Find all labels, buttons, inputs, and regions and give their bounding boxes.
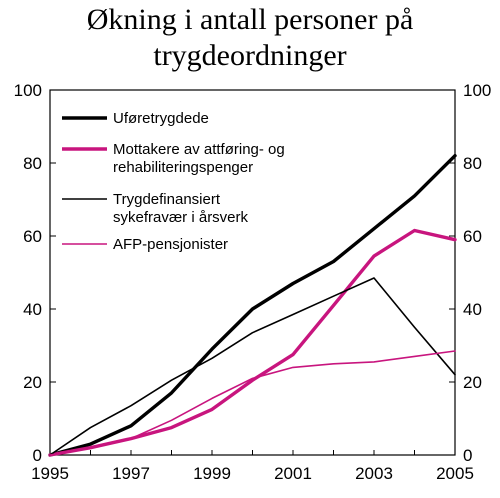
series-line-3 [49, 277, 456, 456]
chart-title: Økning i antall personer på trygdeordnin… [0, 2, 500, 74]
legend-label-1: Uføretrygdede [113, 110, 209, 127]
series-line-2 [48, 228, 457, 457]
legend-label-2: rehabiliteringspenger [113, 159, 253, 176]
y-tick-label-left: 80 [23, 154, 42, 173]
y-tick-label-right: 40 [463, 300, 482, 319]
x-tick-label: 2001 [274, 464, 312, 483]
chart-title-line-1: Økning i antall personer på [86, 3, 414, 36]
y-tick-label-left: 40 [23, 300, 42, 319]
series-line-1 [48, 153, 457, 457]
legend-label-4: AFP-pensjonister [113, 236, 228, 253]
y-tick-label-left: 100 [14, 81, 42, 100]
y-tick-label-right: 20 [463, 373, 482, 392]
series-line-4 [49, 350, 456, 456]
x-tick-label: 1999 [193, 464, 231, 483]
tick-labels: 0 0 20 20 40 40 60 60 80 80 100 100 1995 1997 1999 2001… [14, 81, 492, 483]
y-tick-label-right: 60 [463, 227, 482, 246]
plot-frame [49, 89, 456, 456]
series-lines [48, 153, 457, 457]
y-tick-label-right: 100 [463, 81, 491, 100]
legend: Uføretrygdede Mottakere av attføring- ogr… [62, 110, 285, 253]
chart-title-line-2: trygdeordninger [153, 39, 347, 72]
y-tick-label-left: 60 [23, 227, 42, 246]
x-tick-label: 1997 [112, 464, 150, 483]
x-tick-label: 1995 [31, 464, 69, 483]
y-tick-label-left: 20 [23, 373, 42, 392]
legend-label-3: Trygdefinansiert [113, 191, 221, 208]
x-tick-label: 2003 [355, 464, 393, 483]
y-tick-label-right: 80 [463, 154, 482, 173]
legend-label-2: Mottakere av attføring- og [113, 141, 285, 158]
y-tick-label-left: 0 [33, 446, 42, 465]
x-tick-label: 2005 [436, 464, 474, 483]
legend-label-3: sykefravær i årsverk [113, 209, 249, 226]
y-tick-label-right: 0 [463, 446, 472, 465]
